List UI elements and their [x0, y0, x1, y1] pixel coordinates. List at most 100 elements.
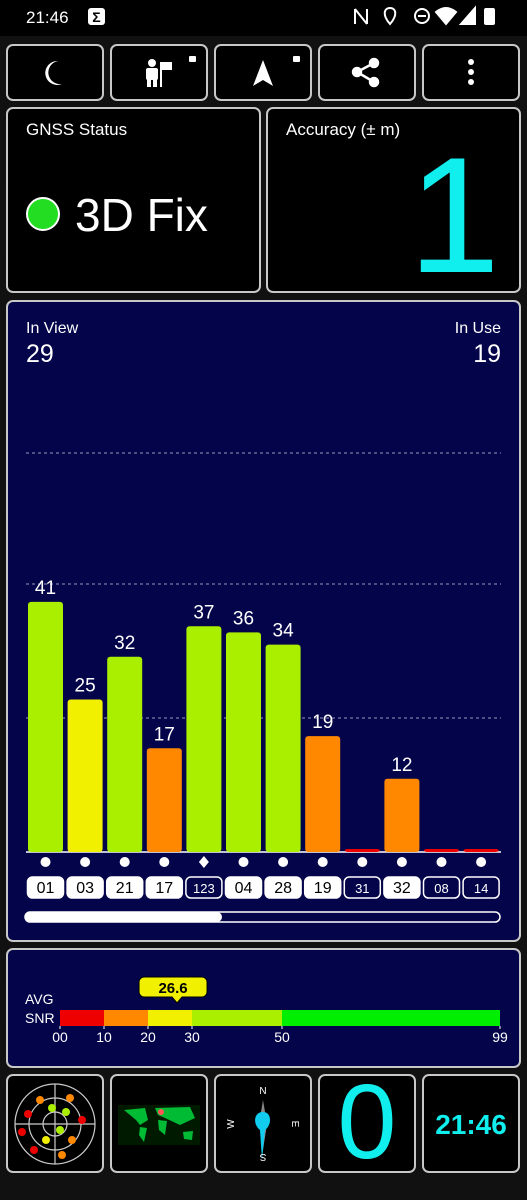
location-icon	[383, 6, 397, 26]
gnss-status-title: GNSS Status	[26, 120, 127, 139]
sat-id: 31	[355, 881, 369, 896]
snr-label: SNR	[25, 1010, 55, 1026]
menu-icon	[468, 59, 474, 85]
sat-marker-diamond	[198, 856, 209, 868]
snr-bar	[305, 736, 341, 852]
sat-id-box	[303, 876, 342, 899]
snr-bar	[265, 644, 301, 852]
signal-icon	[458, 5, 476, 25]
sat-id-box	[145, 876, 184, 899]
snr-band	[60, 1010, 104, 1026]
snr-scale: 00 10 20 30 50 99 26.6	[52, 976, 508, 1045]
snr-bar	[186, 626, 222, 852]
navigation-icon	[253, 60, 273, 86]
sat-marker-circle	[119, 857, 130, 867]
sat-id-box	[185, 876, 223, 899]
share-icon	[351, 57, 380, 88]
share-button[interactable]	[318, 44, 416, 101]
snr-tick-label: 50	[274, 1029, 290, 1045]
sat-marker-circle	[396, 857, 407, 867]
snr-label: 34	[273, 621, 295, 642]
app-icon	[88, 8, 105, 25]
snr-label: 19	[312, 712, 333, 733]
toolbar	[6, 44, 520, 101]
sat-id: 123	[193, 881, 215, 896]
sky-plot-icon	[14, 1083, 96, 1165]
speed-tile	[318, 1074, 416, 1173]
lock-icon	[293, 56, 300, 62]
sat-id: 04	[235, 880, 253, 897]
snr-bar	[28, 601, 63, 852]
sat-marker-circle	[278, 857, 289, 867]
sat-id: 32	[393, 880, 411, 897]
snr-panel	[6, 948, 521, 1068]
in-view-value: 29	[26, 340, 54, 368]
nfc-icon	[354, 8, 368, 25]
snr-band	[282, 1010, 500, 1026]
sat-id: 01	[37, 880, 55, 897]
sat-marker-circle	[159, 857, 170, 867]
world-map-icon	[118, 1105, 200, 1145]
in-view-label: In View	[26, 320, 79, 337]
clock-tile	[422, 1074, 520, 1173]
sat-id-box	[224, 876, 263, 899]
sat-marker-circle	[476, 857, 487, 867]
sat-id: 21	[116, 880, 134, 897]
sat-marker-circle	[436, 857, 447, 867]
dnd-icon	[414, 8, 430, 24]
sat-id: 28	[274, 880, 292, 897]
compass-north: N	[259, 1086, 266, 1097]
status-icons	[354, 5, 495, 26]
sat-id: 17	[155, 880, 173, 897]
in-use-label: In Use	[455, 320, 501, 337]
scroll-thumb[interactable]	[25, 912, 222, 922]
compass-east: E	[289, 1121, 300, 1128]
sat-id-box	[26, 876, 65, 899]
sat-marker-circle	[40, 857, 51, 867]
sat-marker-circle	[357, 857, 368, 867]
snr-tick-label: 99	[492, 1029, 508, 1045]
snr-label: 36	[233, 608, 254, 629]
wifi-icon	[434, 7, 458, 26]
sat-id: 19	[314, 880, 332, 897]
sat-id: 03	[76, 880, 94, 897]
sat-id-box	[264, 876, 302, 899]
accuracy-panel	[266, 107, 521, 293]
snr-bar	[463, 848, 499, 852]
sat-marker-circle	[80, 857, 91, 867]
night-mode-button[interactable]	[6, 44, 104, 101]
speed-value: 0	[338, 1063, 397, 1181]
snr-tick-label: 00	[52, 1029, 68, 1045]
sat-id-box	[66, 876, 104, 899]
sat-id-box	[105, 876, 144, 899]
compass-west: W	[226, 1119, 237, 1129]
app-icon-glyph: Σ	[92, 9, 100, 25]
snr-bar	[344, 848, 380, 852]
accuracy-title: Accuracy (± m)	[286, 120, 400, 139]
sat-id-box	[343, 876, 382, 899]
snr-label: 12	[391, 755, 412, 776]
snr-bar	[107, 656, 143, 852]
sat-marker-circle	[317, 857, 328, 867]
tools-button[interactable]	[110, 44, 208, 101]
fix-value: 3D Fix	[75, 189, 208, 241]
clock-value: 21:46	[435, 1109, 507, 1140]
avg-pointer	[138, 976, 208, 1004]
moon-icon	[45, 60, 62, 85]
avg-label: AVG	[25, 991, 54, 1007]
tools-icon	[146, 56, 196, 87]
avg-value: 26.6	[158, 980, 187, 997]
sat-id-box	[383, 876, 421, 899]
snr-label: 25	[75, 676, 96, 697]
snr-bar	[226, 632, 261, 852]
snr-bars: 41 01 25 03 32 21 17 17 37 123 36 04 34 28 19 19 31 12 32 0…	[26, 578, 500, 899]
snr-tick-label: 10	[96, 1029, 112, 1045]
snr-label: 32	[114, 633, 135, 654]
status-bar	[0, 0, 527, 36]
grid	[26, 452, 501, 719]
battery-icon	[484, 8, 495, 25]
accuracy-value: 1	[408, 123, 500, 307]
sat-id-box	[462, 876, 500, 899]
snr-tick-label: 30	[184, 1029, 200, 1045]
